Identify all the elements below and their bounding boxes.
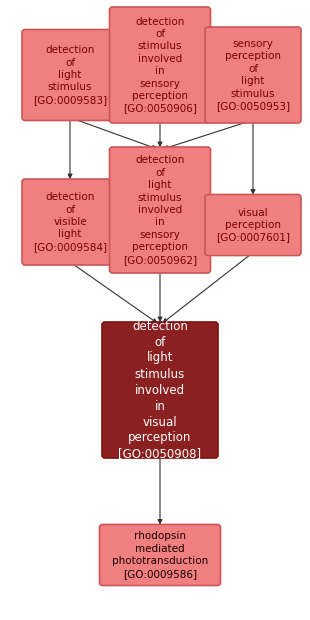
Text: sensory
perception
of
light
stimulus
[GO:0050953]: sensory perception of light stimulus [GO… — [216, 39, 290, 111]
FancyBboxPatch shape — [22, 30, 118, 120]
FancyBboxPatch shape — [22, 179, 118, 265]
Text: detection
of
light
stimulus
involved
in
visual
perception
[GO:0050908]: detection of light stimulus involved in … — [118, 319, 202, 461]
Text: detection
of
light
stimulus
[GO:0009583]: detection of light stimulus [GO:0009583] — [33, 45, 107, 105]
FancyBboxPatch shape — [100, 525, 220, 585]
Text: detection
of
light
stimulus
involved
in
sensory
perception
[GO:0050962]: detection of light stimulus involved in … — [123, 156, 197, 265]
Text: detection
of
visible
light
[GO:0009584]: detection of visible light [GO:0009584] — [33, 192, 107, 252]
Text: rhodopsin
mediated
phototransduction
[GO:0009586]: rhodopsin mediated phototransduction [GO… — [112, 531, 208, 578]
FancyBboxPatch shape — [205, 27, 301, 123]
FancyBboxPatch shape — [205, 195, 301, 255]
FancyBboxPatch shape — [102, 322, 218, 458]
FancyBboxPatch shape — [109, 7, 210, 123]
Text: detection
of
stimulus
involved
in
sensory
perception
[GO:0050906]: detection of stimulus involved in sensor… — [123, 17, 197, 113]
FancyBboxPatch shape — [109, 147, 210, 273]
Text: visual
perception
[GO:0007601]: visual perception [GO:0007601] — [216, 208, 290, 242]
